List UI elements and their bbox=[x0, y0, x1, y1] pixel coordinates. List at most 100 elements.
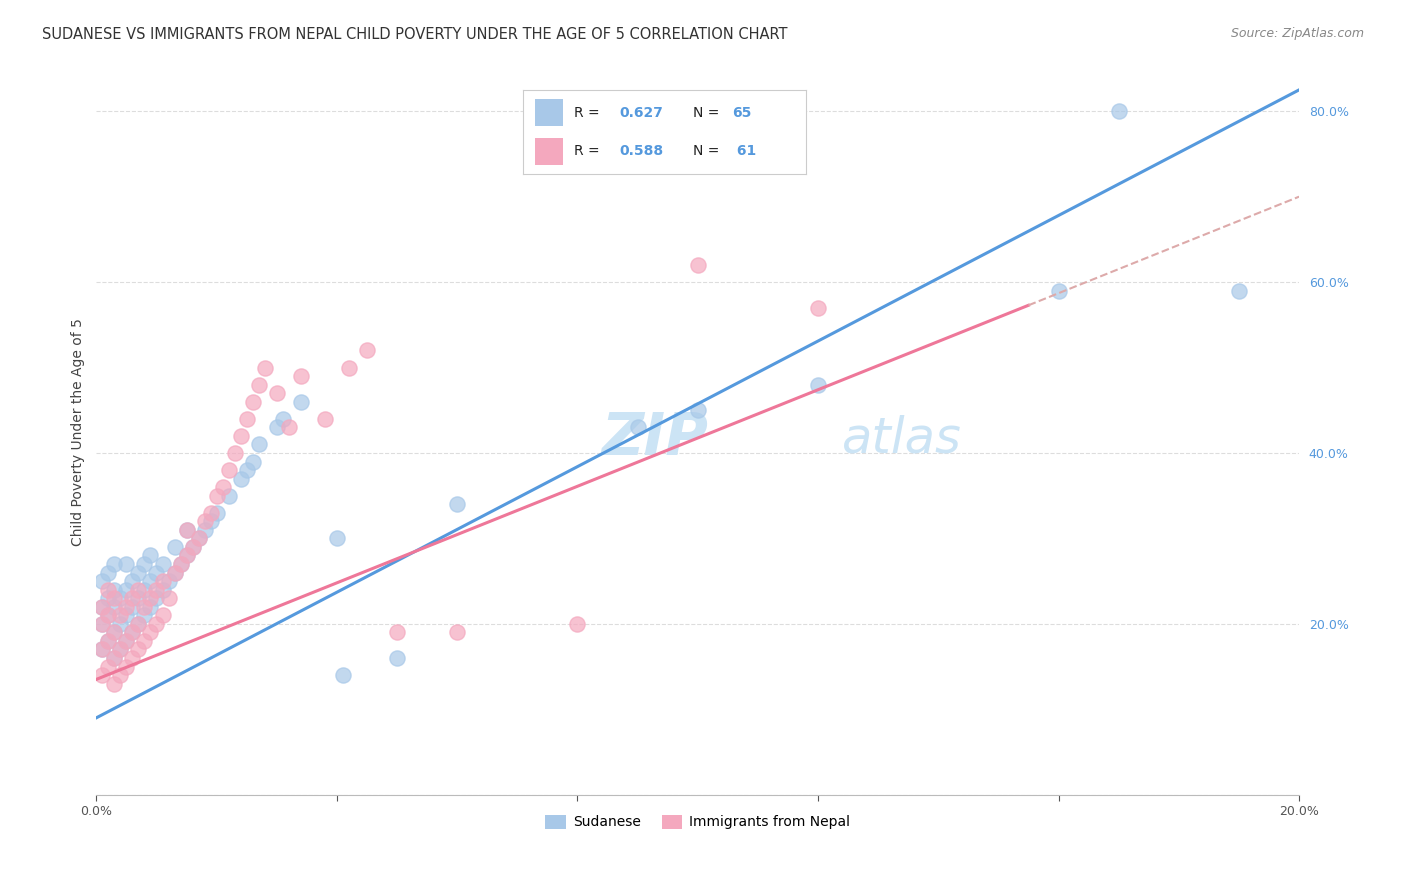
Point bbox=[97, 566, 120, 580]
Point bbox=[235, 412, 257, 426]
Point bbox=[290, 394, 312, 409]
Point bbox=[356, 343, 378, 358]
Point bbox=[807, 377, 830, 392]
Point bbox=[145, 591, 167, 606]
Point bbox=[139, 599, 162, 614]
Point bbox=[127, 582, 149, 597]
Point bbox=[187, 532, 209, 546]
Legend: Sudanese, Immigrants from Nepal: Sudanese, Immigrants from Nepal bbox=[540, 809, 856, 835]
Point bbox=[103, 591, 125, 606]
Point bbox=[97, 608, 120, 623]
Point bbox=[139, 591, 162, 606]
Point bbox=[229, 429, 252, 443]
Point bbox=[97, 591, 120, 606]
Point bbox=[290, 369, 312, 384]
Point bbox=[200, 514, 222, 528]
Point bbox=[139, 625, 162, 640]
Point bbox=[110, 668, 132, 682]
Point bbox=[127, 642, 149, 657]
Point bbox=[91, 642, 114, 657]
Point bbox=[446, 497, 468, 511]
Point bbox=[242, 454, 264, 468]
Point bbox=[97, 634, 120, 648]
Point bbox=[277, 420, 299, 434]
Point bbox=[200, 506, 222, 520]
Text: atlas: atlas bbox=[842, 415, 962, 463]
Point bbox=[145, 616, 167, 631]
Point bbox=[235, 463, 257, 477]
Point bbox=[97, 608, 120, 623]
Point bbox=[247, 377, 270, 392]
Point bbox=[139, 574, 162, 588]
Point bbox=[176, 523, 198, 537]
Point bbox=[181, 540, 204, 554]
Point bbox=[242, 394, 264, 409]
Point bbox=[110, 608, 132, 623]
Point bbox=[103, 625, 125, 640]
Point bbox=[169, 557, 191, 571]
Point bbox=[337, 360, 360, 375]
Point bbox=[97, 634, 120, 648]
Point bbox=[266, 386, 288, 401]
Text: SUDANESE VS IMMIGRANTS FROM NEPAL CHILD POVERTY UNDER THE AGE OF 5 CORRELATION C: SUDANESE VS IMMIGRANTS FROM NEPAL CHILD … bbox=[42, 27, 787, 42]
Point bbox=[157, 574, 180, 588]
Point bbox=[181, 540, 204, 554]
Point bbox=[121, 625, 143, 640]
Point bbox=[91, 616, 114, 631]
Point bbox=[385, 625, 408, 640]
Point bbox=[163, 566, 186, 580]
Point bbox=[103, 651, 125, 665]
Point bbox=[218, 489, 240, 503]
Point bbox=[91, 642, 114, 657]
Point bbox=[115, 634, 138, 648]
Point bbox=[103, 599, 125, 614]
Point bbox=[152, 574, 174, 588]
Point bbox=[176, 549, 198, 563]
Point bbox=[103, 582, 125, 597]
Point bbox=[134, 608, 156, 623]
Point bbox=[224, 446, 246, 460]
Point bbox=[1227, 284, 1250, 298]
Point bbox=[807, 301, 830, 315]
Point bbox=[91, 599, 114, 614]
Point bbox=[121, 599, 143, 614]
Point bbox=[266, 420, 288, 434]
Point bbox=[91, 668, 114, 682]
Point bbox=[157, 591, 180, 606]
Point bbox=[121, 591, 143, 606]
Point bbox=[332, 668, 354, 682]
Text: Source: ZipAtlas.com: Source: ZipAtlas.com bbox=[1230, 27, 1364, 40]
Point bbox=[127, 591, 149, 606]
Text: ZIP: ZIP bbox=[602, 410, 709, 467]
Point bbox=[115, 582, 138, 597]
Point bbox=[91, 616, 114, 631]
Point bbox=[91, 599, 114, 614]
Point bbox=[194, 523, 217, 537]
Point bbox=[121, 574, 143, 588]
Point bbox=[115, 659, 138, 673]
Point bbox=[163, 540, 186, 554]
Point bbox=[205, 506, 228, 520]
Point bbox=[134, 634, 156, 648]
Point bbox=[103, 651, 125, 665]
Point bbox=[115, 634, 138, 648]
Point bbox=[115, 608, 138, 623]
Point bbox=[127, 616, 149, 631]
Point bbox=[110, 642, 132, 657]
Point bbox=[110, 591, 132, 606]
Point bbox=[145, 566, 167, 580]
Point bbox=[152, 557, 174, 571]
Point bbox=[115, 599, 138, 614]
Point bbox=[134, 599, 156, 614]
Point bbox=[139, 549, 162, 563]
Point bbox=[187, 532, 209, 546]
Point bbox=[121, 651, 143, 665]
Point bbox=[247, 437, 270, 451]
Point bbox=[567, 616, 589, 631]
Point bbox=[121, 625, 143, 640]
Point bbox=[176, 523, 198, 537]
Y-axis label: Child Poverty Under the Age of 5: Child Poverty Under the Age of 5 bbox=[72, 318, 86, 546]
Point bbox=[127, 616, 149, 631]
Point bbox=[446, 625, 468, 640]
Point bbox=[176, 549, 198, 563]
